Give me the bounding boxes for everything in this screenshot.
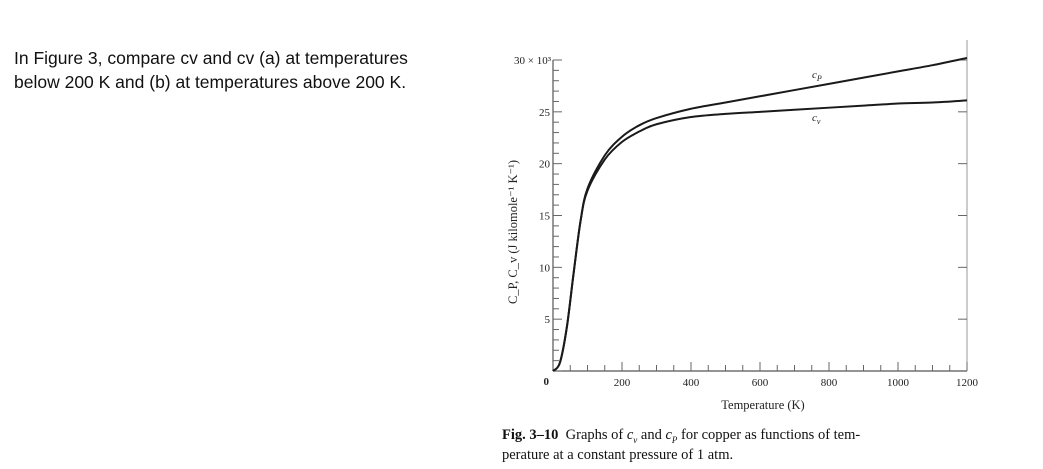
chart-curves [552,56,968,372]
label-cv: cv [812,112,821,126]
y-tick-label: 0 [544,376,550,388]
caption-line-1: Graphs of cv and cP for copper as functi… [565,427,861,445]
y-tick-label: 10 [539,262,551,274]
caption-line-2: perature at a constant pressure of 1 atm… [502,446,734,463]
y-tick-label: 25 [539,107,551,119]
question-line-2: below 200 K and (b) at temperatures abov… [14,72,407,92]
question-line-1: In Figure 3, compare cv and cv (a) at te… [14,48,408,68]
label-cv-sub: v [817,117,821,126]
curve-cp [552,56,968,372]
y-tick-label: 5 [545,314,551,326]
x-tick-label: 400 [683,377,700,389]
chart-axes [552,40,968,372]
chart-labels: 0 5 10 15 20 25 30 × 10³ 200 400 600 800 1000 1200 Te… [506,55,979,412]
x-axis-label: Temperature (K) [721,398,804,412]
x-tick-label: 1000 [887,377,910,389]
y-tick-label: 15 [539,211,551,223]
chart-ticks [552,59,968,372]
curve-cv [552,99,968,372]
y-tick-label: 30 × 10³ [514,55,552,67]
x-tick-label: 600 [752,377,769,389]
figure-caption: Fig. 3–10 Graphs of cv and cP for copper… [502,428,1022,463]
label-cp: cP [812,69,822,83]
x-tick-label: 200 [614,377,631,389]
caption-label: Fig. 3–10 [502,427,559,443]
question-text: In Figure 3, compare cv and cv (a) at te… [14,46,494,94]
x-tick-label: 1200 [956,377,979,389]
label-cp-sub: P [816,74,822,83]
y-axis-label: C_P, C_v (J kilomole⁻¹ K⁻¹) [506,160,520,304]
y-tick-label: 20 [539,159,551,171]
x-tick-label: 800 [821,377,838,389]
